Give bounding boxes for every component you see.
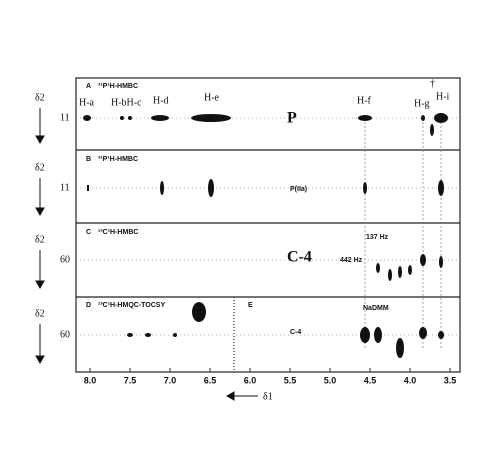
y-axis-label: δ2 [35,234,45,245]
peak-label: C-4 [287,249,312,266]
panel-title: ³¹P¹H-HMBC [98,156,138,163]
panel-letter: A [86,83,91,90]
coupling-label: 442 Hz [340,257,363,264]
x-tick-label: 5.5 [284,375,297,385]
coupling-label: 137 Hz [366,234,389,241]
peak-label: H-a [79,97,95,108]
panel-title: ³¹P¹H-HMBC [98,83,138,90]
x-tick-label: 4.5 [364,375,377,385]
panel-title: ¹³C¹H-HMQC-TOCSY [98,302,165,309]
panel-letter: E [248,302,253,309]
x-tick-label: 7.5 [124,375,137,385]
peak-label: NaDMM [363,305,389,312]
x-tick-label: 3.5 [444,375,457,385]
x-tick-label: 4.0 [404,375,417,385]
x-tick-label: 8.0 [84,375,97,385]
panel-letter: D [86,302,91,309]
peak-label: H-d [153,95,169,106]
y-tick: 11 [60,112,70,123]
peak-label: P [287,110,297,127]
peak-label: H-e [204,92,220,103]
x-tick-label: 7.0 [164,375,177,385]
x-tick-label: 6.0 [244,375,257,385]
y-axis-label: δ2 [35,92,45,103]
peak-label: H-bH-c [111,97,142,108]
panel-title: ¹³C¹H-HMBC [98,229,138,236]
x-axis-label: δ1 [263,391,273,402]
peak-label: H-g [414,98,430,109]
labels: δ2 δ2 δ2 δ2 δ1 A ³¹P¹H-HMBC 11 H-a H-bH-… [35,78,450,402]
x-tick-label: 5.0 [324,375,337,385]
y-tick: 11 [60,182,70,193]
frame [75,77,461,373]
panel-letter: C [86,229,91,236]
peak-label: H-f [357,95,372,106]
peak-label: P(IIa) [290,186,307,193]
peak-label: H-i [436,91,450,102]
row-lines [76,117,460,336]
y-tick: 60 [60,329,70,340]
y-axis-label: δ2 [35,162,45,173]
y-axis-label: δ2 [35,308,45,319]
panel-letter: B [86,156,91,163]
marker: † [430,78,435,89]
x-tick-label: 6.5 [204,375,217,385]
y-tick: 60 [60,254,70,265]
peak-label: C-4 [290,329,301,336]
peaks [83,113,448,358]
arrows [35,108,258,401]
x-ticks: 8.0 7.5 7.0 6.5 6.0 5.5 5.0 4.5 4.0 3.5 [84,368,457,385]
